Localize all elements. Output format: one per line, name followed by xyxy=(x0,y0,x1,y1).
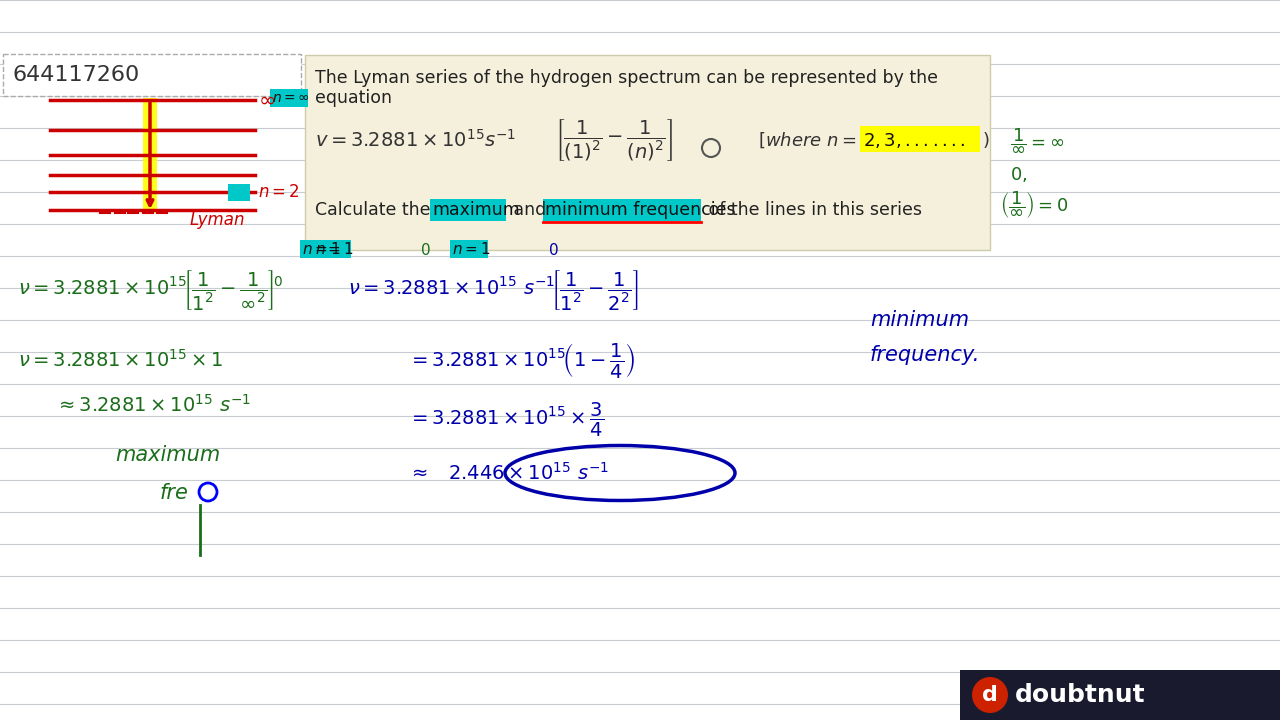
Text: $\infty$: $\infty$ xyxy=(259,90,275,110)
Text: maximum: maximum xyxy=(433,201,520,219)
Text: $=3.2881\times10^{15}\!\left(1-\dfrac{1}{4}\right)$: $=3.2881\times10^{15}\!\left(1-\dfrac{1}… xyxy=(408,341,635,379)
FancyBboxPatch shape xyxy=(3,54,301,96)
Bar xyxy=(543,199,701,221)
Text: $v = 3.2881\times 10^{15}s^{-1}$: $v = 3.2881\times 10^{15}s^{-1}$ xyxy=(315,129,516,151)
Bar xyxy=(451,240,488,258)
Text: The Lyman series of the hydrogen spectrum can be represented by the: The Lyman series of the hydrogen spectru… xyxy=(315,69,938,87)
Bar xyxy=(305,55,989,250)
Text: of the lines in this series: of the lines in this series xyxy=(703,201,922,219)
Text: $[where\ n =$: $[where\ n =$ xyxy=(758,130,856,150)
Bar xyxy=(228,184,250,201)
Text: maximum: maximum xyxy=(115,445,220,465)
Text: minimum frequencies: minimum frequencies xyxy=(545,201,736,219)
Text: $n{=}1$: $n{=}1$ xyxy=(452,241,490,257)
Text: doubtnut: doubtnut xyxy=(1015,683,1146,707)
Text: $n{=}\infty$: $n{=}\infty$ xyxy=(273,91,310,105)
Circle shape xyxy=(972,677,1009,713)
Bar xyxy=(960,670,1280,720)
Text: Lyman: Lyman xyxy=(189,211,246,229)
Text: $n{=}1$: $n{=}1$ xyxy=(302,241,340,257)
Text: $)$: $)$ xyxy=(982,130,989,150)
Text: Calculate the: Calculate the xyxy=(315,201,436,219)
Bar xyxy=(270,89,308,107)
Text: $\approx 3.2881\times10^{15}\ s^{-1}$: $\approx 3.2881\times10^{15}\ s^{-1}$ xyxy=(55,394,251,416)
Text: $0,$: $0,$ xyxy=(1010,166,1028,184)
Text: $\left[\dfrac{1}{(1)^2} - \dfrac{1}{(n)^2}\right]$: $\left[\dfrac{1}{(1)^2} - \dfrac{1}{(n)^… xyxy=(556,117,673,163)
Text: $0$: $0$ xyxy=(420,242,430,258)
Text: minimum: minimum xyxy=(870,310,969,330)
Text: $\approx$: $\approx$ xyxy=(408,464,428,482)
Text: $=3.2881\times10^{15}\times\dfrac{3}{4}$: $=3.2881\times10^{15}\times\dfrac{3}{4}$ xyxy=(408,401,604,439)
Text: $\nu=3.2881\times10^{15}\ s^{-1}\!\left[\dfrac{1}{1^{2}}-\dfrac{1}{2^{2}}\right]: $\nu=3.2881\times10^{15}\ s^{-1}\!\left[… xyxy=(348,268,639,312)
Text: $n{=}1$: $n{=}1$ xyxy=(315,241,353,257)
Bar xyxy=(314,240,351,258)
Bar xyxy=(430,199,506,221)
Text: fre: fre xyxy=(160,483,189,503)
Text: $n{=}2$: $n{=}2$ xyxy=(259,183,300,201)
Text: frequency.: frequency. xyxy=(870,345,980,365)
Text: $2, 3, .......$: $2, 3, .......$ xyxy=(863,130,965,150)
Text: and: and xyxy=(508,201,552,219)
Text: d: d xyxy=(982,685,998,705)
Bar xyxy=(143,98,157,213)
Bar xyxy=(300,240,338,258)
Text: $0$: $0$ xyxy=(548,242,558,258)
Text: 644117260: 644117260 xyxy=(12,65,140,85)
Text: $\nu=3.2881\times10^{15}\!\left[\dfrac{1}{1^{2}}-\dfrac{1}{\infty^{2}}\right]^{\: $\nu=3.2881\times10^{15}\!\left[\dfrac{1… xyxy=(18,268,283,312)
Text: $\dfrac{1}{\infty}=\infty$: $\dfrac{1}{\infty}=\infty$ xyxy=(1010,126,1065,154)
Text: equation: equation xyxy=(315,89,392,107)
Bar xyxy=(860,126,980,152)
Text: $2.446\times10^{15}\ s^{-1}$: $2.446\times10^{15}\ s^{-1}$ xyxy=(448,462,609,484)
Text: $\left(\dfrac{1}{\infty}\right)=0$: $\left(\dfrac{1}{\infty}\right)=0$ xyxy=(1000,189,1069,221)
Text: $\nu=3.2881\times10^{15}\times1$: $\nu=3.2881\times10^{15}\times1$ xyxy=(18,349,223,371)
